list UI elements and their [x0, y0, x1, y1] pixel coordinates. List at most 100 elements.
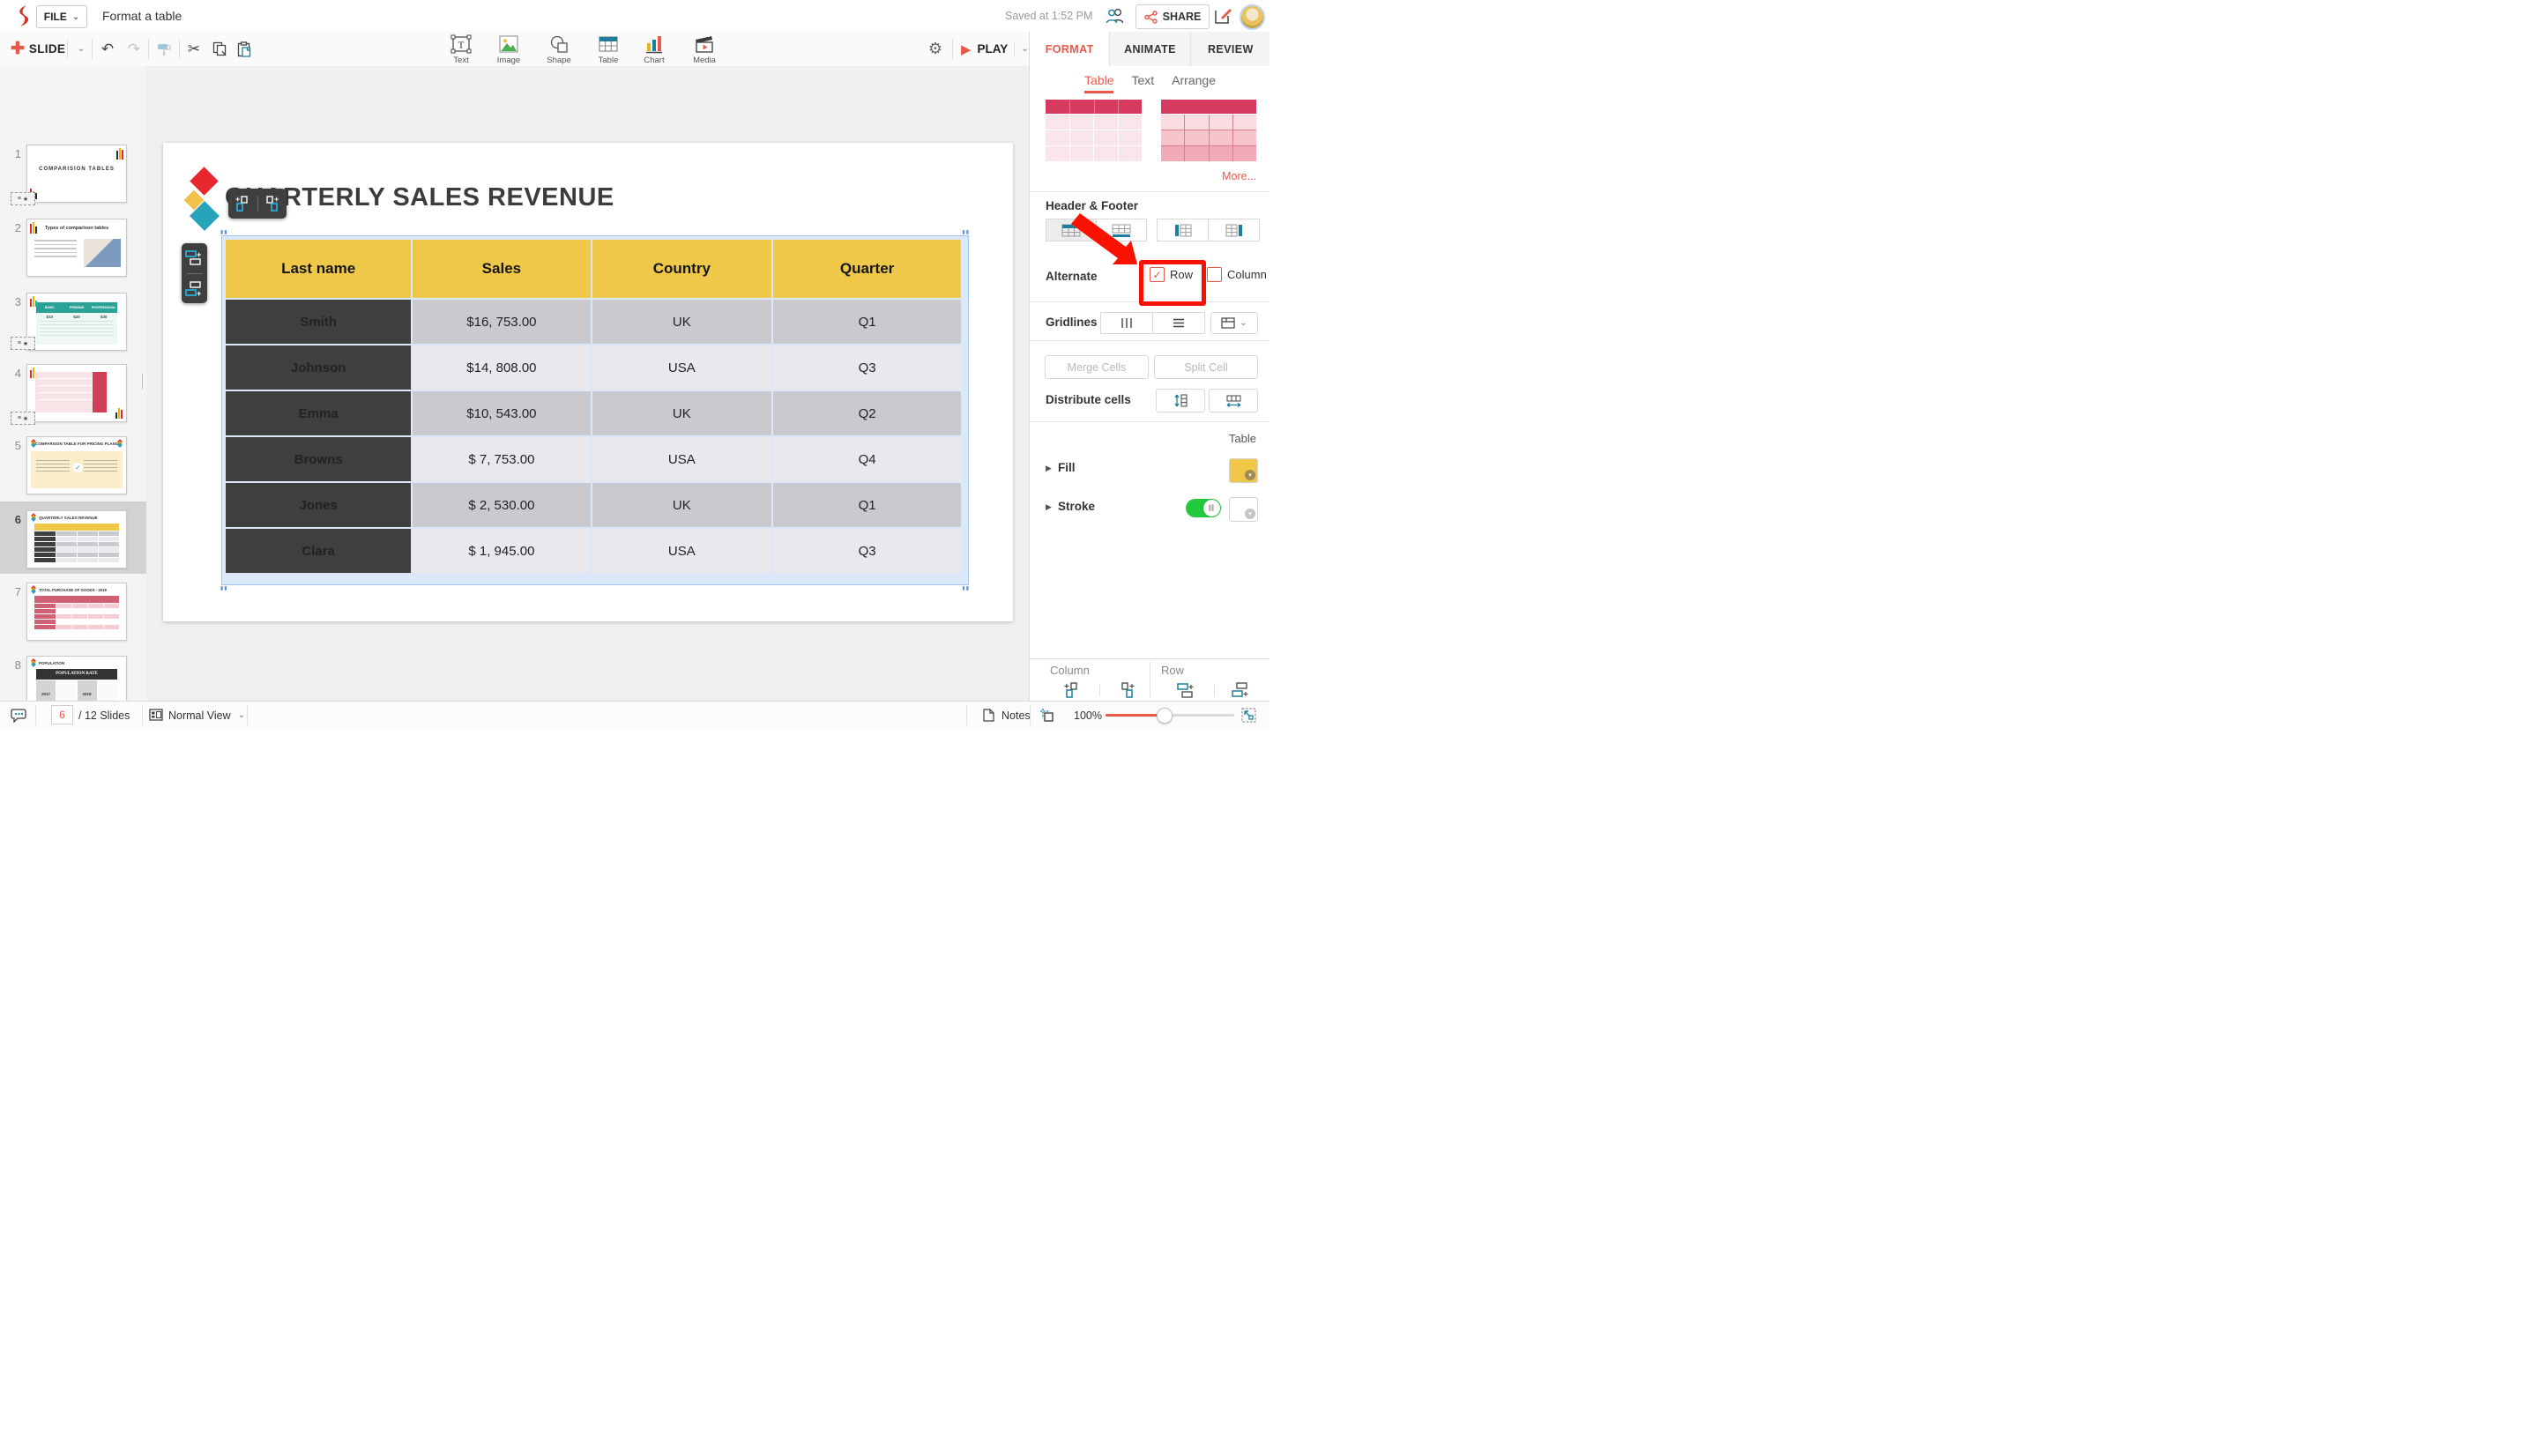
- thumb2-photo: [84, 239, 121, 267]
- slide-thumbnail-5[interactable]: COMPARISON TABLE FOR PRICING PLANS ✓: [26, 436, 127, 494]
- stroke-expander-icon[interactable]: ▶: [1046, 502, 1052, 511]
- animation-badge[interactable]: ≡ ★: [11, 192, 35, 205]
- insert-shape-tool[interactable]: Shape: [537, 34, 581, 66]
- add-slide-button[interactable]: ✚ SLIDE: [11, 32, 65, 66]
- insert-column-right-icon[interactable]: +: [264, 195, 280, 212]
- stroke-toggle-on[interactable]: ▐▌: [1186, 499, 1221, 517]
- distribute-rows-button[interactable]: [1156, 389, 1205, 412]
- insert-table-tool[interactable]: Table: [586, 34, 630, 66]
- table-row[interactable]: Browns $ 7, 753.00 USA Q4: [226, 437, 961, 481]
- fill-expander-icon[interactable]: ▶: [1046, 464, 1052, 472]
- horizontal-gridlines-button[interactable]: [1153, 312, 1205, 334]
- footer-row-toggle[interactable]: [1097, 219, 1147, 241]
- insert-column-left-icon[interactable]: +: [235, 195, 251, 212]
- paste-button[interactable]: [231, 32, 257, 66]
- notes-toggle[interactable]: Notes: [1001, 709, 1031, 722]
- undo-button[interactable]: ↶: [101, 40, 115, 57]
- vertical-gridlines-button[interactable]: [1100, 312, 1153, 334]
- table-row[interactable]: Johnson $14, 808.00 USA Q3: [226, 345, 961, 390]
- fit-slide-icon[interactable]: [1039, 708, 1054, 723]
- insert-text-tool[interactable]: T Text: [439, 34, 483, 66]
- split-cell-button[interactable]: Split Cell: [1154, 355, 1258, 379]
- table-style-option-1[interactable]: [1046, 100, 1142, 161]
- copy-button[interactable]: [207, 32, 232, 66]
- play-button[interactable]: ▶ PLAY ⌄: [961, 32, 1029, 66]
- insert-column-left-button[interactable]: +: [1063, 681, 1081, 702]
- insert-row-below-button[interactable]: +: [1231, 681, 1250, 702]
- insert-media-tool[interactable]: Media: [682, 34, 726, 66]
- redo-button[interactable]: ↷: [127, 40, 141, 57]
- tab-review[interactable]: REVIEW: [1207, 42, 1254, 56]
- svg-text:+: +: [197, 289, 201, 297]
- insert-image-tool[interactable]: Image: [487, 34, 531, 66]
- table-row[interactable]: Jones $ 2, 530.00 UK Q1: [226, 483, 961, 527]
- selection-handle[interactable]: ▮▮: [220, 230, 228, 235]
- table-row[interactable]: Smith $16, 753.00 UK Q1: [226, 300, 961, 344]
- slide-title-text[interactable]: QUARTERLY SALES REVENUE: [225, 183, 614, 212]
- insert-chart-tool[interactable]: Chart: [632, 34, 676, 66]
- view-mode-selector[interactable]: Normal View ⌄: [168, 702, 245, 728]
- slide-thumbnail-3[interactable]: BASIC PREMIUM PROFESSIONAL $10 $20 $30: [26, 293, 127, 351]
- image-tool-icon: [499, 35, 518, 53]
- table-selection-frame[interactable]: ▮▮ ▮▮ ▮▮ ▮▮ Last name Sales Country Quar…: [220, 230, 969, 591]
- app-logo-icon[interactable]: [14, 4, 34, 27]
- play-options-chevron[interactable]: ⌄: [1021, 44, 1029, 54]
- table-row[interactable]: Clara $ 1, 945.00 USA Q3: [226, 529, 961, 573]
- header-row-toggle[interactable]: [1046, 219, 1097, 241]
- slide-thumbnail-4[interactable]: [26, 364, 127, 422]
- chevron-down-icon: ⌄: [237, 710, 246, 720]
- subtab-text[interactable]: Text: [1131, 73, 1155, 87]
- zoom-slider-thumb[interactable]: [1157, 708, 1173, 724]
- slideshow-settings-icon[interactable]: ⚙: [927, 40, 943, 57]
- share-button[interactable]: SHARE: [1135, 4, 1210, 29]
- checkbox-unchecked-icon: [1207, 267, 1222, 282]
- current-slide[interactable]: QUARTERLY SALES REVENUE + +: [163, 143, 1013, 621]
- slide-thumbnail-7[interactable]: TOTAL PURCHASE OF GOODS - 2018: [26, 583, 127, 641]
- subtab-table[interactable]: Table: [1084, 73, 1114, 93]
- more-styles-link[interactable]: More...: [1222, 170, 1256, 182]
- slide-table[interactable]: Last name Sales Country Quarter Smith $16…: [224, 238, 963, 575]
- tab-animate[interactable]: ANIMATE: [1110, 32, 1191, 66]
- media-tool-icon: [696, 35, 713, 53]
- fill-color-swatch[interactable]: ▾: [1229, 458, 1258, 483]
- insert-row-above-button[interactable]: +: [1176, 681, 1195, 702]
- selection-handle[interactable]: ▮▮: [962, 586, 970, 591]
- borders-dropdown-button[interactable]: ⌄: [1210, 312, 1258, 334]
- subtab-arrange[interactable]: Arrange: [1172, 73, 1216, 87]
- last-column-toggle[interactable]: [1209, 219, 1260, 241]
- insert-column-right-button[interactable]: +: [1118, 681, 1135, 702]
- svg-text:+: +: [274, 195, 279, 204]
- alternate-column-checkbox[interactable]: Column: [1207, 267, 1267, 282]
- slide-layout-chevron[interactable]: ⌄: [77, 44, 86, 54]
- slide-thumbnail-2[interactable]: Types of comparison tables: [26, 219, 127, 277]
- cut-button[interactable]: ✂: [187, 40, 201, 57]
- stroke-label: Stroke: [1058, 500, 1096, 513]
- slide-thumbnail-6-selected[interactable]: QUARTERLY SALES REVENUE: [26, 510, 127, 568]
- slide-thumbnail-8[interactable]: POPULATION POPULATION RATE 2017 2018: [26, 656, 127, 701]
- insert-row-above-icon[interactable]: +: [185, 249, 204, 266]
- zoom-slider[interactable]: [1106, 708, 1234, 724]
- selection-handle[interactable]: ▮▮: [220, 586, 228, 591]
- animation-badge[interactable]: ≡ ★: [11, 337, 35, 350]
- table-header-row[interactable]: Last name Sales Country Quarter: [226, 240, 961, 298]
- tab-format[interactable]: FORMAT: [1030, 32, 1111, 67]
- format-painter-icon[interactable]: [152, 32, 176, 66]
- merge-cells-button[interactable]: Merge Cells: [1045, 355, 1149, 379]
- selection-handle[interactable]: ▮▮: [962, 230, 970, 235]
- table-row[interactable]: Emma $10, 543.00 UK Q2: [226, 391, 961, 435]
- alternate-row-checkbox[interactable]: ✓ Row: [1150, 267, 1193, 282]
- slide-thumbnail-1[interactable]: COMPARISION TABLES: [26, 145, 127, 203]
- fit-to-window-icon[interactable]: [1241, 708, 1256, 723]
- collaborators-icon[interactable]: [1106, 7, 1125, 24]
- distribute-columns-button[interactable]: [1209, 389, 1258, 412]
- stroke-color-swatch[interactable]: ▾: [1229, 497, 1258, 522]
- user-avatar[interactable]: [1240, 4, 1265, 30]
- current-slide-input[interactable]: 6: [51, 705, 73, 724]
- insert-row-below-icon[interactable]: +: [185, 280, 204, 297]
- comments-icon[interactable]: [11, 708, 27, 723]
- table-style-option-2[interactable]: [1161, 100, 1256, 161]
- feedback-compose-icon[interactable]: [1214, 7, 1232, 25]
- animation-badge[interactable]: ≡ ★: [11, 412, 35, 425]
- file-menu-button[interactable]: FILE ⌄: [36, 5, 87, 28]
- first-column-toggle[interactable]: [1157, 219, 1209, 241]
